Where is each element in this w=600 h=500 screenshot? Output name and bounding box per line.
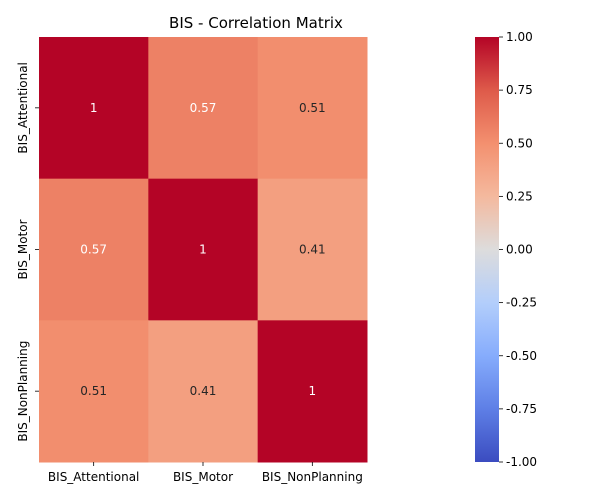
cell-value-label: 0.51 [299,101,326,115]
heatmap-cell [148,37,259,180]
colorbar-tick-label: -0.75 [506,402,537,416]
heatmap-cell [257,178,368,321]
colorbar-tick-label: -0.50 [506,349,537,363]
colorbar-tick-label: 0.00 [506,243,533,257]
colorbar-ticks: -1.00 -0.75 -0.50 -0.25 0.00 0.25 0.50 0.75 1.00 [499,30,537,469]
cell-value-label: 0.57 [190,101,217,115]
cell-value-label: 1 [90,101,98,115]
colorbar-tick-label: -0.25 [506,296,537,310]
cell-value-label: 0.57 [80,243,107,257]
y-tick-label: BIS_Motor [16,219,30,279]
colorbar-gradient [475,37,499,462]
heatmap-cell [39,320,149,463]
cell-value-label: 1 [199,243,207,257]
heatmap-cell [148,320,259,463]
cell-value-label: 0.51 [80,384,107,398]
y-tick-label: BIS_NonPlanning [16,341,30,442]
colorbar-tick-label: 0.25 [506,189,533,203]
heatmap-cell [257,320,368,463]
cell-value-label: 0.41 [190,384,217,398]
x-tick-label: BIS_NonPlanning [262,470,363,484]
heatmap-cell [39,37,149,180]
colorbar-tick-label: 0.75 [506,83,533,97]
heatmap-cell [257,37,368,180]
colorbar-tick-label: 0.50 [506,136,533,150]
heatmap-cell [148,178,259,321]
heatmap-cells [39,37,368,463]
colorbar [475,37,499,462]
x-tick-label: BIS_Attentional [48,470,139,484]
x-tick-label: BIS_Motor [173,470,233,484]
chart-title: BIS - Correlation Matrix [169,14,343,32]
y-axis: BIS_Attentional BIS_Motor BIS_NonPlanning [16,62,39,442]
heatmap-cell-labels: 1 0.57 0.51 0.57 1 0.41 0.51 0.41 1 [80,101,325,398]
colorbar-tick-label: 1.00 [506,30,533,44]
x-axis: BIS_Attentional BIS_Motor BIS_NonPlanning [48,462,363,484]
heatmap-cell [39,178,149,321]
y-tick-label: BIS_Attentional [16,62,30,153]
cell-value-label: 1 [309,384,317,398]
colorbar-tick-label: -1.00 [506,455,537,469]
cell-value-label: 0.41 [299,243,326,257]
